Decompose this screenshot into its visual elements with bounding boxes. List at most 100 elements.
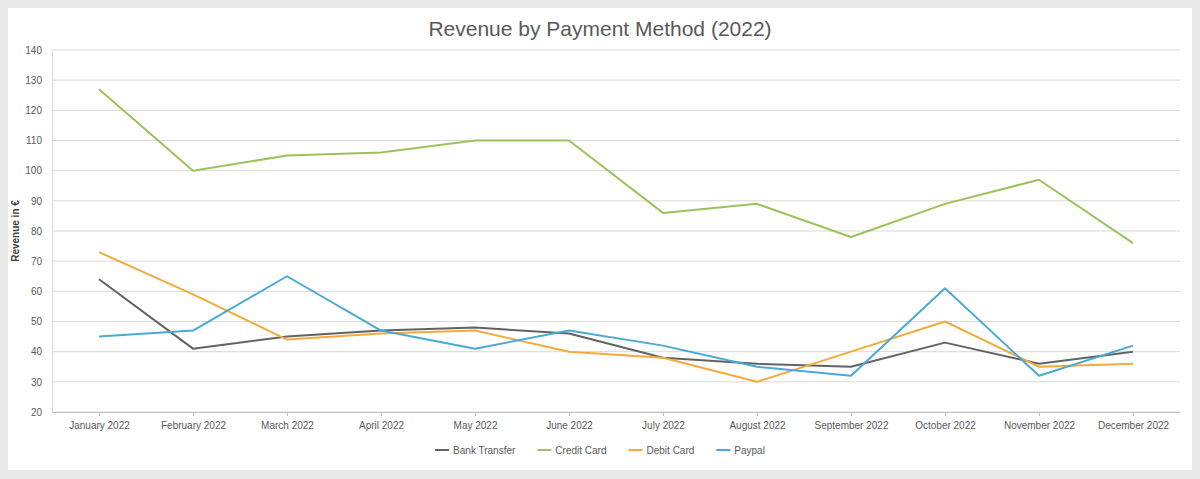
x-axis-line [53,412,1181,413]
legend-item: Paypal [716,445,765,456]
x-tick-mark [287,412,288,416]
x-tick-mark [193,412,194,416]
x-tick-mark [757,412,758,416]
x-tick: July 2022 [642,412,685,431]
grid-line [52,291,1180,292]
series-line [99,276,1133,376]
x-tick-label: June 2022 [546,420,593,431]
y-tick: 100 [25,165,52,176]
y-tick: 80 [31,226,52,237]
grid-line [52,381,1180,382]
x-tick-label: May 2022 [454,420,498,431]
x-tick: March 2022 [261,412,314,431]
grid-line [52,231,1180,232]
grid-line [52,140,1180,141]
y-tick-label: 50 [31,316,43,327]
grid-line [52,50,1180,51]
y-tick-label: 70 [31,256,43,267]
x-tick-label: July 2022 [642,420,685,431]
legend-swatch [716,449,730,451]
grid-line [52,80,1180,81]
legend-label: Paypal [734,445,765,456]
legend-item: Debit Card [629,445,695,456]
y-tick-label: 80 [31,226,43,237]
y-tick-label: 130 [25,75,42,86]
grid-line [52,170,1180,171]
x-tick-mark [569,412,570,416]
y-tick: 70 [31,256,52,267]
grid [52,50,1180,412]
x-tick-mark [1133,412,1134,416]
y-tick: 110 [26,135,52,146]
grid-line [52,110,1180,111]
x-tick: April 2022 [359,412,404,431]
x-tick: June 2022 [546,412,593,431]
legend-item: Credit Card [537,445,606,456]
x-tick: May 2022 [454,412,498,431]
series-line [99,252,1133,382]
x-tick-mark [663,412,664,416]
x-tick: January 2022 [69,412,130,431]
x-tick: September 2022 [815,412,889,431]
legend-label: Bank Transfer [453,445,516,456]
y-tick-label: 100 [25,165,42,176]
x-tick-label: December 2022 [1098,420,1170,431]
x-tick: August 2022 [729,412,786,431]
y-tick: 50 [31,316,52,327]
legend-label: Debit Card [647,445,695,456]
y-tick-label: 30 [31,377,43,388]
y-tick: 40 [31,346,52,357]
legend-swatch [537,449,551,451]
x-tick: February 2022 [161,412,226,431]
legend: Bank Transfer Credit Card Debit Card Paypal [435,445,765,456]
y-tick: 120 [25,105,52,116]
y-tick: 90 [31,196,52,207]
x-tick-label: March 2022 [261,420,314,431]
x-tick: December 2022 [1098,412,1170,431]
x-tick-label: April 2022 [359,420,404,431]
legend-swatch [629,449,643,451]
x-tick-mark [1039,412,1040,416]
y-tick: 30 [31,377,52,388]
x-tick: October 2022 [915,412,976,431]
x-tick: November 2022 [1004,412,1076,431]
y-tick: 60 [31,286,52,297]
x-axis: January 2022 February 2022 March 2022 April… [53,412,1181,431]
x-tick-label: August 2022 [729,420,786,431]
y-tick-label: 140 [25,45,42,56]
y-tick-label: 40 [31,346,43,357]
y-tick: 140 [25,45,52,56]
x-tick-label: February 2022 [161,420,226,431]
grid-line [52,200,1180,201]
y-tick: 20 [31,407,52,418]
y-tick: 130 [25,75,52,86]
y-axis-line [52,51,53,413]
x-tick-label: October 2022 [915,420,976,431]
series-line [99,89,1133,243]
x-tick-mark [381,412,382,416]
y-tick-label: 20 [31,407,43,418]
plot-area [99,89,1133,382]
x-tick-label: September 2022 [815,420,889,431]
legend-item: Bank Transfer [435,445,516,456]
x-tick-mark [475,412,476,416]
x-tick-label: January 2022 [69,420,130,431]
legend-swatch [435,449,449,451]
x-tick-mark [945,412,946,416]
grid-line [52,261,1180,262]
chart-title: Revenue by Payment Method (2022) [428,17,771,40]
x-tick-mark [99,412,100,416]
x-tick-mark [851,412,852,416]
y-tick-label: 90 [31,196,43,207]
y-tick-label: 110 [26,135,42,146]
x-tick-label: November 2022 [1004,420,1076,431]
legend-label: Credit Card [555,445,606,456]
y-axis: 20 30 40 50 60 70 80 90 100 110 120 130 140 [25,45,52,418]
y-axis-title: Revenue in € [10,200,21,262]
y-tick-label: 120 [25,105,42,116]
grid-line [52,412,1180,413]
chart-svg: Revenue by Payment Method (2022) Revenue … [8,8,1192,470]
grid-line [52,351,1180,352]
y-tick-label: 60 [31,286,43,297]
chart-panel: Revenue by Payment Method (2022) Revenue … [8,8,1192,470]
